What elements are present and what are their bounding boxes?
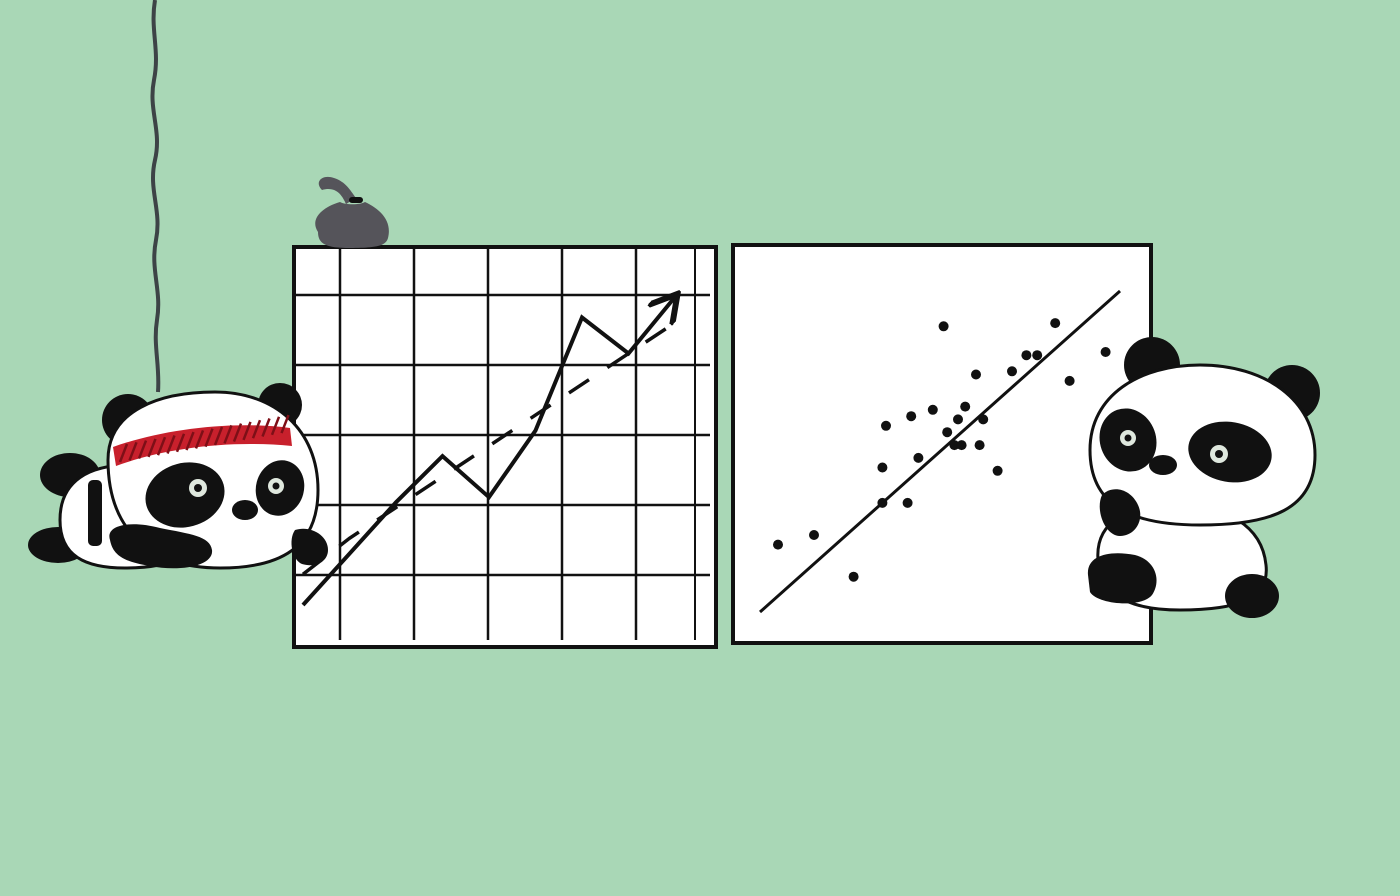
scatter-point xyxy=(960,401,971,412)
panda-left-headband-stripes xyxy=(118,414,290,463)
panda-left-eye-patch-left xyxy=(145,462,225,528)
headband-stripe xyxy=(175,433,186,453)
scatter-point xyxy=(1021,350,1032,361)
headband-stripe xyxy=(137,440,148,460)
line-chart-series xyxy=(301,297,676,607)
loot-bag-body xyxy=(315,202,389,248)
series-line-dashed xyxy=(301,321,676,576)
scatter-chart-panel xyxy=(731,243,1153,645)
headband-stripe xyxy=(232,423,243,443)
headband-stripe xyxy=(280,414,290,434)
headband-stripe xyxy=(118,443,129,463)
panda-left-pupil-right xyxy=(272,482,280,490)
panda-lying-headband xyxy=(28,383,328,570)
headband-stripe xyxy=(251,419,262,439)
scatter-chart-frame xyxy=(731,243,1153,645)
panda-right-pupil-right xyxy=(1215,450,1223,458)
scatter-chart-marks xyxy=(759,289,1121,614)
scatter-point xyxy=(938,321,949,332)
headband-stripe xyxy=(270,416,281,436)
headband-stripe xyxy=(128,441,138,461)
line-chart-frame xyxy=(292,245,718,649)
scatter-point xyxy=(881,420,891,431)
loot-bag-tie xyxy=(349,197,363,203)
scatter-point xyxy=(1064,375,1075,386)
scatter-point xyxy=(773,539,783,550)
scatter-point xyxy=(949,440,960,451)
headband-stripe xyxy=(147,438,157,458)
scatter-point xyxy=(848,571,859,582)
line-chart-panel xyxy=(292,245,718,649)
headband-stripe xyxy=(194,429,205,449)
headband-stripe xyxy=(242,421,252,441)
scatter-point xyxy=(877,462,888,473)
scatter-point xyxy=(1100,347,1111,357)
headband-stripe xyxy=(223,424,233,444)
line-chart-grid xyxy=(294,247,710,640)
scatter-point xyxy=(1050,318,1061,329)
scatter-point xyxy=(809,530,819,540)
scatter-point xyxy=(1032,350,1043,361)
headband-stripe xyxy=(261,418,271,437)
scatter-point xyxy=(974,440,985,451)
panda-left-gripping-paw xyxy=(291,528,328,566)
panda-left-front-paw xyxy=(109,524,213,569)
loot-bag xyxy=(315,176,389,248)
panda-right-eye-patch-right xyxy=(1188,421,1272,483)
hanging-rope xyxy=(150,0,161,393)
scatter-point xyxy=(992,465,1003,476)
panda-right-gripping-paw xyxy=(1099,489,1141,536)
panda-left-headband xyxy=(113,425,292,466)
panda-sitting-peeking xyxy=(1087,337,1320,618)
scatter-point xyxy=(971,369,981,380)
panda-right-arm xyxy=(1087,553,1157,604)
series-line-solid xyxy=(301,297,675,607)
scatter-trendline xyxy=(759,289,1121,614)
headband-stripe xyxy=(156,436,167,456)
panda-left-nose xyxy=(232,500,258,520)
scatter-point xyxy=(902,497,913,508)
panda-left-pupil-left xyxy=(194,484,202,492)
headband-stripe xyxy=(204,428,214,448)
panda-right-foot xyxy=(1225,574,1279,618)
scatter-point xyxy=(978,414,989,425)
headband-stripe xyxy=(185,431,195,451)
scatter-point xyxy=(942,427,953,438)
scatter-point xyxy=(956,440,967,451)
scatter-point xyxy=(906,411,917,422)
panda-right-pupil-left xyxy=(1124,434,1132,442)
loot-bag-flap xyxy=(318,176,356,204)
headband-stripe xyxy=(166,435,176,454)
scatter-point xyxy=(1007,366,1017,377)
panda-left-strap xyxy=(88,480,102,546)
scatter-point xyxy=(927,404,938,415)
scatter-point xyxy=(913,452,924,463)
panda-right-nose xyxy=(1149,455,1177,475)
scatter-point xyxy=(877,497,888,508)
headband-stripe xyxy=(213,426,224,446)
scatter-point xyxy=(953,414,963,425)
